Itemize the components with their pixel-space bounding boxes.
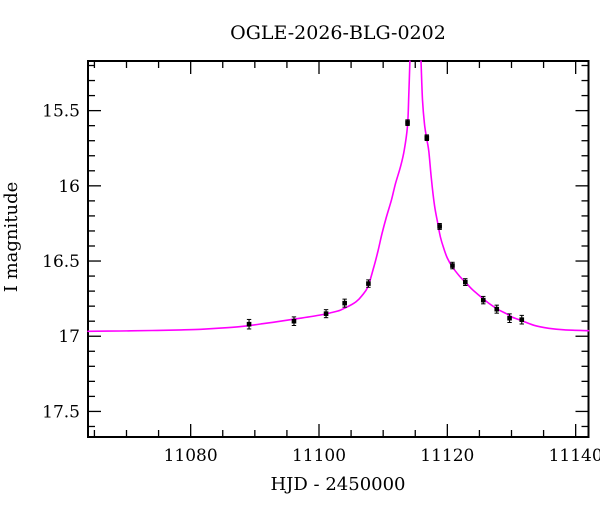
y-tick-label: 15.5	[42, 102, 80, 122]
y-tick-label: 17	[58, 327, 80, 347]
x-tick-label: 11080	[164, 446, 218, 466]
y-tick-label: 17.5	[42, 402, 80, 422]
data-point	[291, 318, 297, 324]
data-point	[246, 321, 252, 327]
model-curve	[420, 60, 590, 332]
y-axis-label: I magnitude	[1, 182, 22, 293]
x-tick-label: 11100	[292, 446, 346, 466]
data-points-group	[246, 119, 525, 330]
model-curve	[87, 60, 411, 333]
data-point	[342, 300, 347, 306]
x-axis-label: HJD - 2450000	[270, 474, 405, 495]
data-point	[405, 120, 410, 125]
data-point	[494, 306, 500, 312]
data-point	[450, 263, 455, 268]
data-point	[463, 279, 468, 285]
data-point	[507, 315, 512, 321]
data-point	[366, 281, 371, 286]
data-point	[424, 135, 430, 141]
x-tick-label: 11140	[549, 446, 600, 466]
data-point	[480, 297, 486, 303]
axis-ticks	[88, 61, 589, 437]
chart-title: OGLE-2026-BLG-0202	[230, 22, 446, 44]
model-curve-group	[87, 60, 590, 333]
y-tick-label: 16	[58, 177, 80, 197]
data-point	[519, 317, 525, 322]
x-tick-label: 11120	[420, 446, 474, 466]
plot-frame	[87, 60, 590, 438]
y-tick-label: 16.5	[42, 252, 80, 272]
data-point	[437, 224, 442, 229]
tick-labels-group: 11080 11100 11120 11140 15.5 16 16.5 17 17.5	[42, 102, 600, 466]
data-point	[323, 311, 329, 316]
